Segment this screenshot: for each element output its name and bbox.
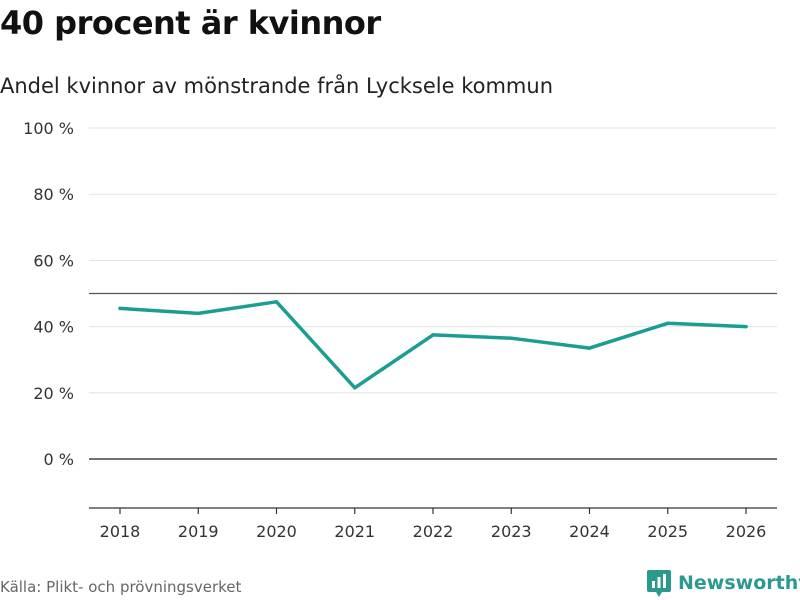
source-note: Källa: Plikt- och prövningsverket (0, 578, 242, 596)
gridlines (89, 127, 777, 460)
data-point (196, 311, 200, 316)
x-tick-label: 2019 (178, 522, 219, 541)
data-point (431, 333, 435, 337)
x-tick-label: 2018 (100, 522, 141, 541)
data-point (509, 336, 513, 340)
y-tick-label: 40 % (33, 318, 74, 337)
data-point (587, 346, 592, 350)
chart-subtitle: Andel kvinnor av mönstrande från Lycksel… (0, 74, 554, 98)
data-point (666, 321, 670, 325)
data-point (118, 306, 122, 311)
x-tick-label: 2020 (256, 522, 297, 541)
series-line (118, 300, 748, 390)
x-tick-label: 2025 (647, 522, 688, 541)
newsworthy-logo: Newsworthy (646, 568, 800, 598)
data-point (353, 386, 357, 390)
data-point (744, 324, 748, 329)
x-tick-label: 2024 (569, 522, 610, 541)
y-tick-label: 80 % (33, 185, 74, 204)
newsworthy-logo-icon (647, 570, 671, 597)
brand-name: Newsworthy (678, 572, 800, 594)
x-tick-label: 2026 (726, 522, 767, 541)
series-layer (118, 300, 748, 390)
chart-title: 40 procent är kvinnor (0, 4, 381, 42)
x-tick-label: 2023 (491, 522, 532, 541)
x-tick-label: 2021 (334, 522, 375, 541)
x-tick-label: 2022 (413, 522, 454, 541)
y-tick-label: 0 % (44, 450, 74, 469)
data-point (274, 300, 279, 304)
axes: 0 % 20 % 40 % 60 % 80 % 100 % 2018 2019 2020 2021… (23, 119, 777, 541)
y-tick-label: 100 % (23, 119, 74, 138)
y-tick-label: 20 % (33, 384, 74, 403)
y-tick-label: 60 % (33, 251, 74, 270)
